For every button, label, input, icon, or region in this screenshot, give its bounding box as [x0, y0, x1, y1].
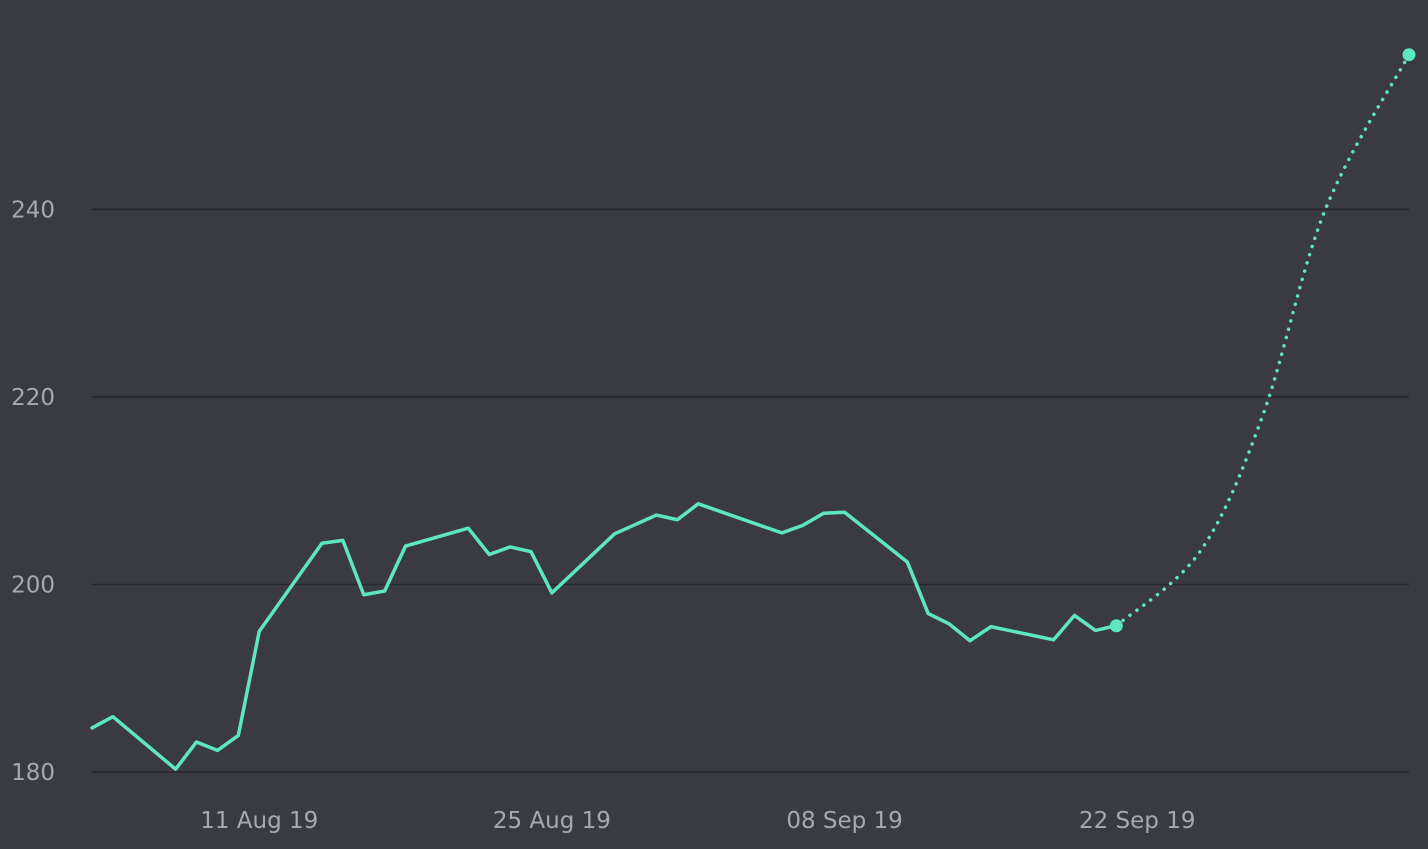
forecast-end-point	[1402, 48, 1416, 62]
price-line	[90, 502, 1119, 771]
x-tick-label: 11 Aug 19	[200, 808, 318, 834]
series-lines	[90, 48, 1416, 771]
x-axis-ticks: 11 Aug 19 25 Aug 19 08 Sep 19 22 Sep 19	[200, 808, 1195, 834]
y-tick-label: 240	[11, 197, 55, 223]
y-tick-label: 180	[11, 760, 55, 786]
y-axis-ticks: 180 200 220 240	[11, 197, 55, 786]
x-tick-label: 22 Sep 19	[1079, 808, 1196, 834]
x-tick-label: 25 Aug 19	[493, 808, 611, 834]
grid-lines	[92, 208, 1409, 773]
y-tick-label: 220	[11, 385, 55, 411]
forecast-line	[1114, 52, 1411, 628]
x-tick-label: 08 Sep 19	[786, 808, 903, 834]
y-tick-label: 200	[11, 572, 55, 598]
last-actual-point	[1109, 619, 1123, 633]
